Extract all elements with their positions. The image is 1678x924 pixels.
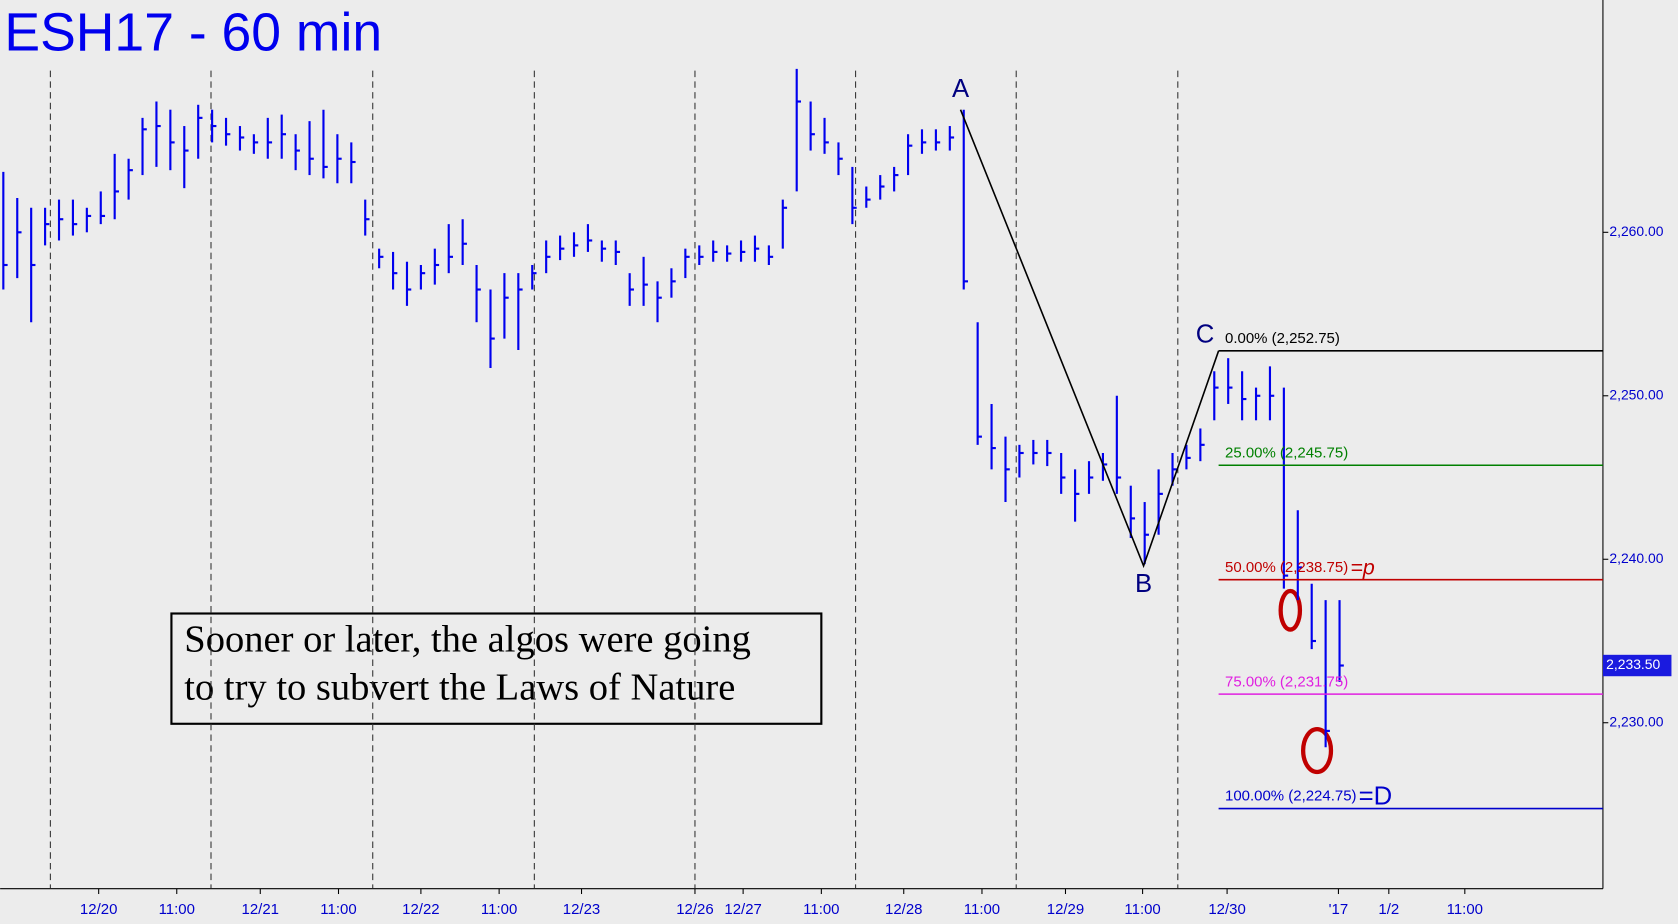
x-tick-label: 12/28 [885, 901, 922, 918]
annotation-box [170, 612, 823, 725]
pattern-label: B [1135, 570, 1152, 598]
x-tick-label: 11:00 [481, 901, 517, 918]
last-price-label: 2,233.50 [1606, 656, 1660, 672]
y-tick-label: 2,230.00 [1609, 713, 1663, 729]
highlight-circle [1278, 588, 1303, 632]
abc-pattern [959, 109, 1220, 569]
fib-label: 100.00% (2,224.75) [1225, 788, 1357, 805]
chart-title: ESH17 - 60 min [4, 4, 382, 63]
y-tick-label: 2,260.00 [1609, 223, 1663, 239]
x-tick-label: 11:00 [1447, 901, 1483, 918]
x-tick-label: 12/21 [242, 901, 279, 918]
highlight-circle [1301, 726, 1334, 775]
y-tick-label: 2,250.00 [1609, 386, 1663, 402]
fib-tag: =p [1350, 556, 1375, 580]
x-tick-label: 11:00 [320, 901, 356, 918]
fib-tag: =D [1359, 783, 1393, 811]
x-tick-label: 12/29 [1047, 901, 1084, 918]
x-tick-label: '17 [1329, 901, 1349, 918]
y-tick-label: 2,240.00 [1609, 550, 1663, 566]
x-tick-label: 12/20 [80, 901, 117, 918]
x-tick-label: 12/22 [402, 901, 439, 918]
x-tick-label: 12/30 [1208, 901, 1245, 918]
pattern-label: A [952, 75, 970, 103]
last-price-box [1602, 654, 1672, 677]
x-tick-label: 1/2 [1378, 901, 1399, 918]
fib-label: 50.00% (2,238.75) [1225, 559, 1348, 576]
x-tick-label: 12/27 [724, 901, 761, 918]
x-tick-label: 12/26 [676, 901, 713, 918]
annotation: Sooner or later, the algos were going [184, 618, 751, 660]
x-tick-label: 11:00 [159, 901, 195, 918]
x-tick-label: 12/23 [563, 901, 600, 918]
x-tick-label: 11:00 [964, 901, 1000, 918]
annotation: to try to subvert the Laws of Nature [184, 666, 735, 708]
fib-label: 25.00% (2,245.75) [1225, 444, 1348, 461]
pattern-label: C [1196, 321, 1215, 349]
fib-label: 75.00% (2,231.75) [1225, 673, 1348, 690]
x-tick-label: 11:00 [1124, 901, 1160, 918]
x-tick-label: 11:00 [803, 901, 839, 918]
fib-label: 0.00% (2,252.75) [1225, 330, 1340, 347]
